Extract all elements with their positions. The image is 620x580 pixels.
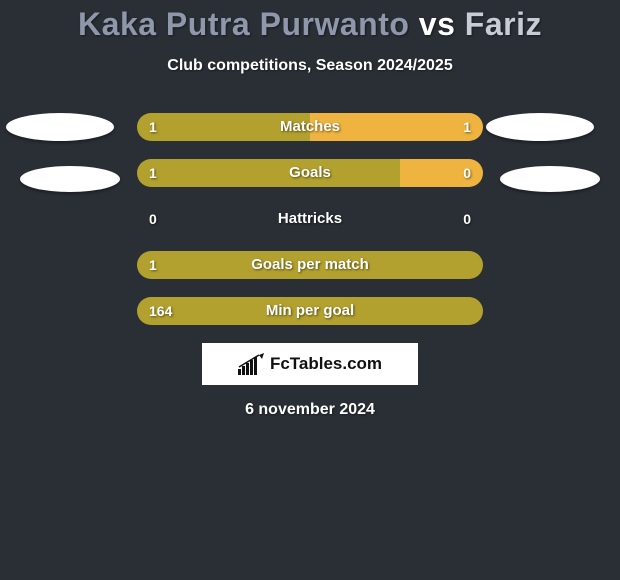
stat-value-player2: 0 [463, 159, 471, 187]
stat-label: Matches [137, 113, 483, 141]
stat-label: Goals per match [137, 251, 483, 279]
stat-value-player1: 1 [149, 113, 157, 141]
bars-container: Matches11Goals10Hattricks00Goals per mat… [137, 113, 483, 325]
stat-bar-row: Min per goal164 [137, 297, 483, 325]
stat-value-player1: 1 [149, 159, 157, 187]
stat-label: Goals [137, 159, 483, 187]
stat-label: Min per goal [137, 297, 483, 325]
stat-bar-row: Goals per match1 [137, 251, 483, 279]
decorative-ellipse [486, 113, 594, 141]
title-player1: Kaka Putra Purwanto [78, 6, 409, 42]
stat-value-player1: 164 [149, 297, 172, 325]
date-text: 6 november 2024 [0, 401, 620, 419]
stat-value-player2: 1 [463, 113, 471, 141]
title-player2: Fariz [465, 6, 542, 42]
fctables-icon [238, 353, 264, 375]
stat-bar-row: Matches1 1 [137, 113, 483, 141]
comparison-infographic: Kaka Putra Purwanto vs Fariz Club compet… [0, 0, 620, 580]
decorative-ellipse [6, 113, 114, 141]
decorative-ellipse [500, 166, 600, 192]
stat-label: Hattricks [137, 205, 483, 233]
stat-bar-row: Hattricks0 0 [137, 205, 483, 233]
watermark-text: FcTables.com [270, 354, 382, 374]
title-vs: vs [419, 6, 456, 42]
stat-value-player1: 1 [149, 251, 157, 279]
decorative-ellipse [20, 166, 120, 192]
stat-bar-row: Goals1 0 [137, 159, 483, 187]
subtitle: Club competitions, Season 2024/2025 [0, 57, 620, 75]
watermark: FcTables.com [202, 343, 418, 385]
page-title: Kaka Putra Purwanto vs Fariz [0, 0, 620, 43]
stat-value-player1: 0 [149, 205, 157, 233]
chart-area: Matches11Goals10Hattricks00Goals per mat… [0, 113, 620, 419]
stat-value-player2: 0 [463, 205, 471, 233]
